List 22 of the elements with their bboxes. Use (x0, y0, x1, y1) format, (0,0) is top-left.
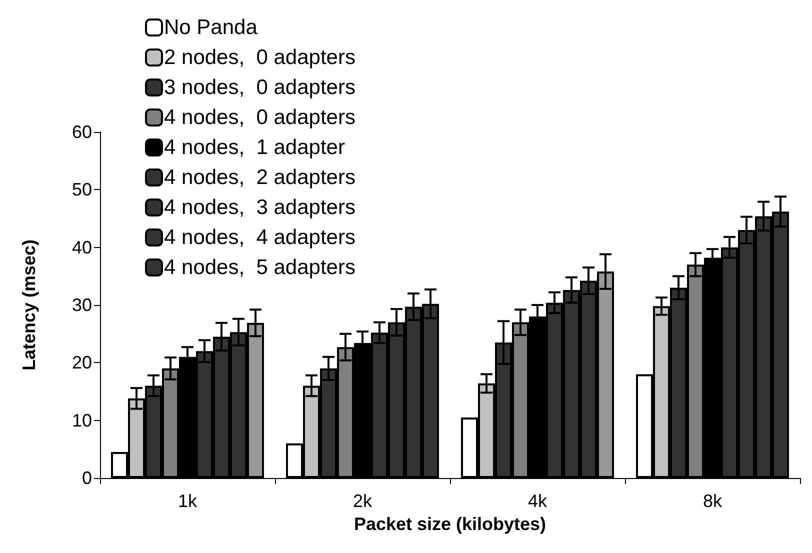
legend-label: 4 nodes, 1 adapter (164, 136, 345, 159)
y-tick-label: 20 (72, 352, 92, 373)
legend-label: 3 nodes, 0 adapters (164, 76, 356, 99)
x-tick-label: 8k (702, 491, 724, 511)
y-tick-label: 10 (72, 410, 92, 430)
y-axis-title: Latency (msec) (19, 239, 39, 371)
y-tick-label: 0 (82, 468, 92, 488)
legend-label: 4 nodes, 4 adapters (164, 226, 356, 249)
legend-label: 2 nodes, 0 adapters (164, 46, 356, 69)
y-tick-label: 60 (72, 122, 92, 142)
legend-label: 4 nodes, 5 adapters (164, 256, 356, 279)
legend-label: No Panda (164, 16, 258, 39)
legend-label: 4 nodes, 2 adapters (164, 166, 356, 189)
y-tick-label: 50 (72, 180, 92, 200)
y-tick-label: 40 (72, 237, 92, 258)
legend-label: 4 nodes, 3 adapters (164, 196, 356, 219)
y-tick-label: 30 (72, 295, 92, 315)
legend-label: 4 nodes, 0 adapters (164, 106, 356, 129)
x-axis-title: Packet size (kilobytes) (354, 514, 546, 534)
x-tick-label: 1k (178, 491, 198, 511)
x-tick-label: 4k (528, 491, 548, 511)
x-tick-label: 2k (352, 491, 374, 511)
